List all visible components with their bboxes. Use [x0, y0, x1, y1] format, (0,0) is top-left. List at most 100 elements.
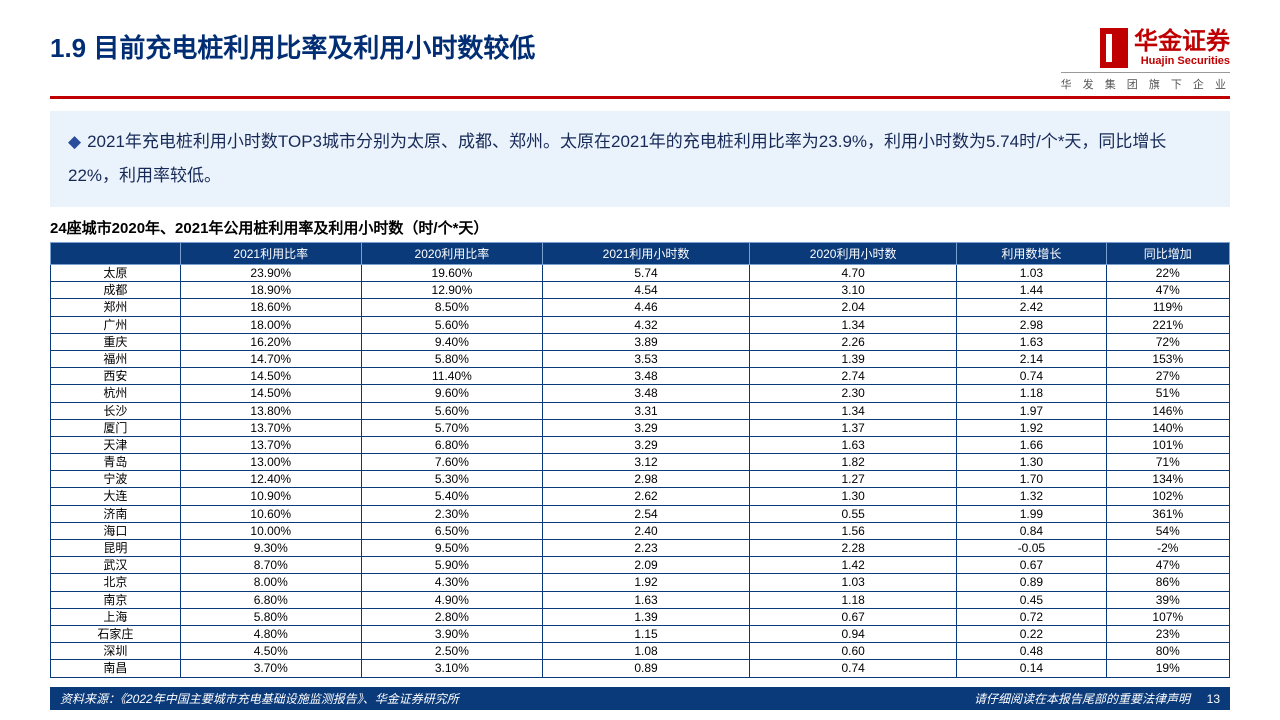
city-cell: 广州	[51, 316, 181, 333]
table-row: 重庆16.20%9.40%3.892.261.6372%	[51, 333, 1230, 350]
value-cell: 0.89	[957, 574, 1106, 591]
table-row: 南京6.80%4.90%1.631.180.4539%	[51, 591, 1230, 608]
value-cell: 2.50%	[361, 643, 542, 660]
city-cell: 济南	[51, 505, 181, 522]
value-cell: 18.90%	[180, 282, 361, 299]
value-cell: 9.30%	[180, 540, 361, 557]
city-cell: 昆明	[51, 540, 181, 557]
value-cell: 2.98	[957, 316, 1106, 333]
logo-sub: 华 发 集 团 旗 下 企 业	[1061, 72, 1230, 92]
value-cell: 19.60%	[361, 265, 542, 282]
value-cell: 12.90%	[361, 282, 542, 299]
table-row: 武汉8.70%5.90%2.091.420.6747%	[51, 557, 1230, 574]
table-subtitle: 24座城市2020年、2021年公用桩利用率及利用小时数（时/个*天）	[50, 217, 1230, 238]
utilization-table: 2021利用比率2020利用比率2021利用小时数2020利用小时数利用数增长同…	[50, 242, 1230, 678]
value-cell: 13.70%	[180, 419, 361, 436]
value-cell: 1.92	[957, 419, 1106, 436]
value-cell: 7.60%	[361, 454, 542, 471]
value-cell: 2.80%	[361, 608, 542, 625]
value-cell: 2.74	[750, 368, 957, 385]
page-number: 13	[1207, 692, 1220, 706]
value-cell: 107%	[1106, 608, 1229, 625]
value-cell: 9.40%	[361, 333, 542, 350]
value-cell: 1.30	[957, 454, 1106, 471]
table-row: 郑州18.60%8.50%4.462.042.42119%	[51, 299, 1230, 316]
value-cell: -2%	[1106, 540, 1229, 557]
table-header: 2020利用小时数	[750, 243, 957, 265]
logo-en: Huajin Securities	[1134, 54, 1230, 68]
value-cell: 1.03	[750, 574, 957, 591]
value-cell: 2.54	[542, 505, 749, 522]
value-cell: 86%	[1106, 574, 1229, 591]
value-cell: 1.03	[957, 265, 1106, 282]
table-row: 青岛13.00%7.60%3.121.821.3071%	[51, 454, 1230, 471]
city-cell: 北京	[51, 574, 181, 591]
value-cell: 0.55	[750, 505, 957, 522]
value-cell: 221%	[1106, 316, 1229, 333]
value-cell: 3.48	[542, 385, 749, 402]
value-cell: 3.90%	[361, 625, 542, 642]
value-cell: 1.30	[750, 488, 957, 505]
value-cell: 0.48	[957, 643, 1106, 660]
value-cell: 4.30%	[361, 574, 542, 591]
diamond-icon: ◆	[68, 132, 81, 151]
value-cell: 2.98	[542, 471, 749, 488]
table-row: 长沙13.80%5.60%3.311.341.97146%	[51, 402, 1230, 419]
title-underline	[50, 96, 1230, 99]
table-header: 2021利用小时数	[542, 243, 749, 265]
value-cell: 0.84	[957, 522, 1106, 539]
value-cell: 1.15	[542, 625, 749, 642]
page-title: 1.9 目前充电桩利用比率及利用小时数较低	[50, 28, 535, 73]
value-cell: 153%	[1106, 350, 1229, 367]
table-header: 同比增加	[1106, 243, 1229, 265]
value-cell: 0.14	[957, 660, 1106, 677]
value-cell: 1.27	[750, 471, 957, 488]
table-row: 北京8.00%4.30%1.921.030.8986%	[51, 574, 1230, 591]
value-cell: 1.18	[957, 385, 1106, 402]
value-cell: 1.70	[957, 471, 1106, 488]
value-cell: -0.05	[957, 540, 1106, 557]
table-row: 石家庄4.80%3.90%1.150.940.2223%	[51, 625, 1230, 642]
table-header: 2020利用比率	[361, 243, 542, 265]
value-cell: 12.40%	[180, 471, 361, 488]
value-cell: 47%	[1106, 557, 1229, 574]
value-cell: 0.60	[750, 643, 957, 660]
city-cell: 石家庄	[51, 625, 181, 642]
value-cell: 1.42	[750, 557, 957, 574]
value-cell: 9.50%	[361, 540, 542, 557]
value-cell: 4.32	[542, 316, 749, 333]
value-cell: 2.23	[542, 540, 749, 557]
value-cell: 0.67	[750, 608, 957, 625]
value-cell: 13.00%	[180, 454, 361, 471]
value-cell: 134%	[1106, 471, 1229, 488]
value-cell: 23%	[1106, 625, 1229, 642]
value-cell: 1.63	[542, 591, 749, 608]
city-cell: 重庆	[51, 333, 181, 350]
table-row: 厦门13.70%5.70%3.291.371.92140%	[51, 419, 1230, 436]
table-row: 福州14.70%5.80%3.531.392.14153%	[51, 350, 1230, 367]
value-cell: 14.50%	[180, 385, 361, 402]
value-cell: 3.31	[542, 402, 749, 419]
value-cell: 1.63	[957, 333, 1106, 350]
city-cell: 天津	[51, 436, 181, 453]
table-row: 宁波12.40%5.30%2.981.271.70134%	[51, 471, 1230, 488]
value-cell: 3.53	[542, 350, 749, 367]
value-cell: 72%	[1106, 333, 1229, 350]
value-cell: 80%	[1106, 643, 1229, 660]
value-cell: 1.34	[750, 402, 957, 419]
city-cell: 福州	[51, 350, 181, 367]
value-cell: 47%	[1106, 282, 1229, 299]
value-cell: 10.90%	[180, 488, 361, 505]
value-cell: 54%	[1106, 522, 1229, 539]
value-cell: 4.90%	[361, 591, 542, 608]
table-row: 西安14.50%11.40%3.482.740.7427%	[51, 368, 1230, 385]
value-cell: 27%	[1106, 368, 1229, 385]
value-cell: 2.62	[542, 488, 749, 505]
value-cell: 5.80%	[361, 350, 542, 367]
value-cell: 3.29	[542, 436, 749, 453]
value-cell: 22%	[1106, 265, 1229, 282]
value-cell: 2.40	[542, 522, 749, 539]
city-cell: 武汉	[51, 557, 181, 574]
value-cell: 1.18	[750, 591, 957, 608]
value-cell: 3.70%	[180, 660, 361, 677]
